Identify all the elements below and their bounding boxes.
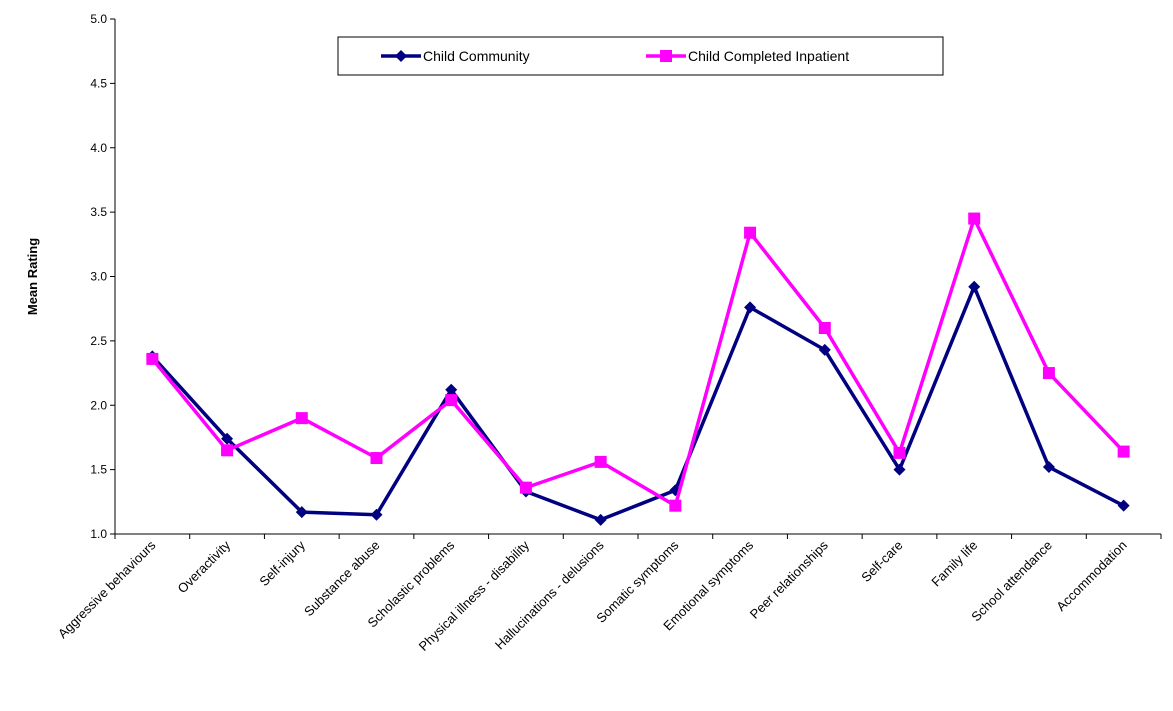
y-tick-label: 2.5 [90,334,107,348]
data-point-square [370,452,383,465]
legend-box [337,36,944,76]
series-line-1 [151,285,1125,522]
x-category-label: School attendance [968,538,1055,625]
data-point-diamond [445,383,458,396]
data-point-square [968,212,981,225]
y-tick-label: 5.0 [90,12,107,26]
y-axis-ticks: 1.0 1.5 2.0 2.5 3.0 3.5 4.0 4.5 5.0 [90,12,115,541]
data-point-square [893,446,906,459]
data-point-diamond [1117,499,1130,512]
x-category-label: Aggressive behaviours [55,537,159,641]
data-point-square [1117,445,1130,458]
data-point-diamond [295,506,308,519]
series-line-2 [151,216,1125,508]
legend-label-2: Child Completed Inpatient [688,48,849,64]
y-tick-label: 4.0 [90,141,107,155]
data-point-square [669,499,682,512]
x-category-label: Accommodation [1053,538,1130,615]
y-tick-label: 3.0 [90,270,107,284]
data-point-square [1042,367,1055,380]
y-tick-label: 1.5 [90,463,107,477]
data-point-diamond [1042,461,1055,474]
data-point-square [221,444,234,457]
data-point-diamond [594,513,607,526]
data-point-diamond [818,343,831,356]
legend-marker-diamond [395,50,407,62]
data-point-square [445,394,458,407]
y-axis-label: Mean Rating [25,238,40,315]
y-tick-label: 4.5 [90,76,107,90]
legend-marker-square [660,50,672,62]
legend: Child Community Child Completed Inpatient [337,36,944,76]
data-point-square [295,412,308,425]
x-category-label: Family life [928,538,980,590]
data-point-diamond [370,508,383,521]
data-point-square [146,352,159,365]
x-category-label: Self-injury [256,537,308,589]
data-point-square [818,322,831,334]
x-category-label: Peer relationships [747,537,832,622]
y-tick-label: 2.0 [90,398,107,412]
data-point-diamond [968,280,981,293]
series-group [146,212,1130,526]
x-category-label: Somatic symptoms [593,537,682,626]
x-category-label: Self-care [858,538,905,585]
y-tick-label: 1.0 [90,527,107,541]
data-point-square [519,481,532,494]
data-point-square [744,226,757,239]
x-category-label: Overactivity [175,537,234,596]
data-point-diamond [744,301,757,314]
x-axis-ticks: Aggressive behaviours Overactivity Self-in… [55,534,1162,654]
data-point-square [594,455,607,468]
data-point-diamond [221,432,234,445]
data-point-diamond [893,463,906,476]
x-category-label: Substance abuse [301,538,383,620]
legend-label-1: Child Community [423,48,530,64]
y-tick-label: 3.5 [90,205,107,219]
plot-area [115,19,1161,534]
